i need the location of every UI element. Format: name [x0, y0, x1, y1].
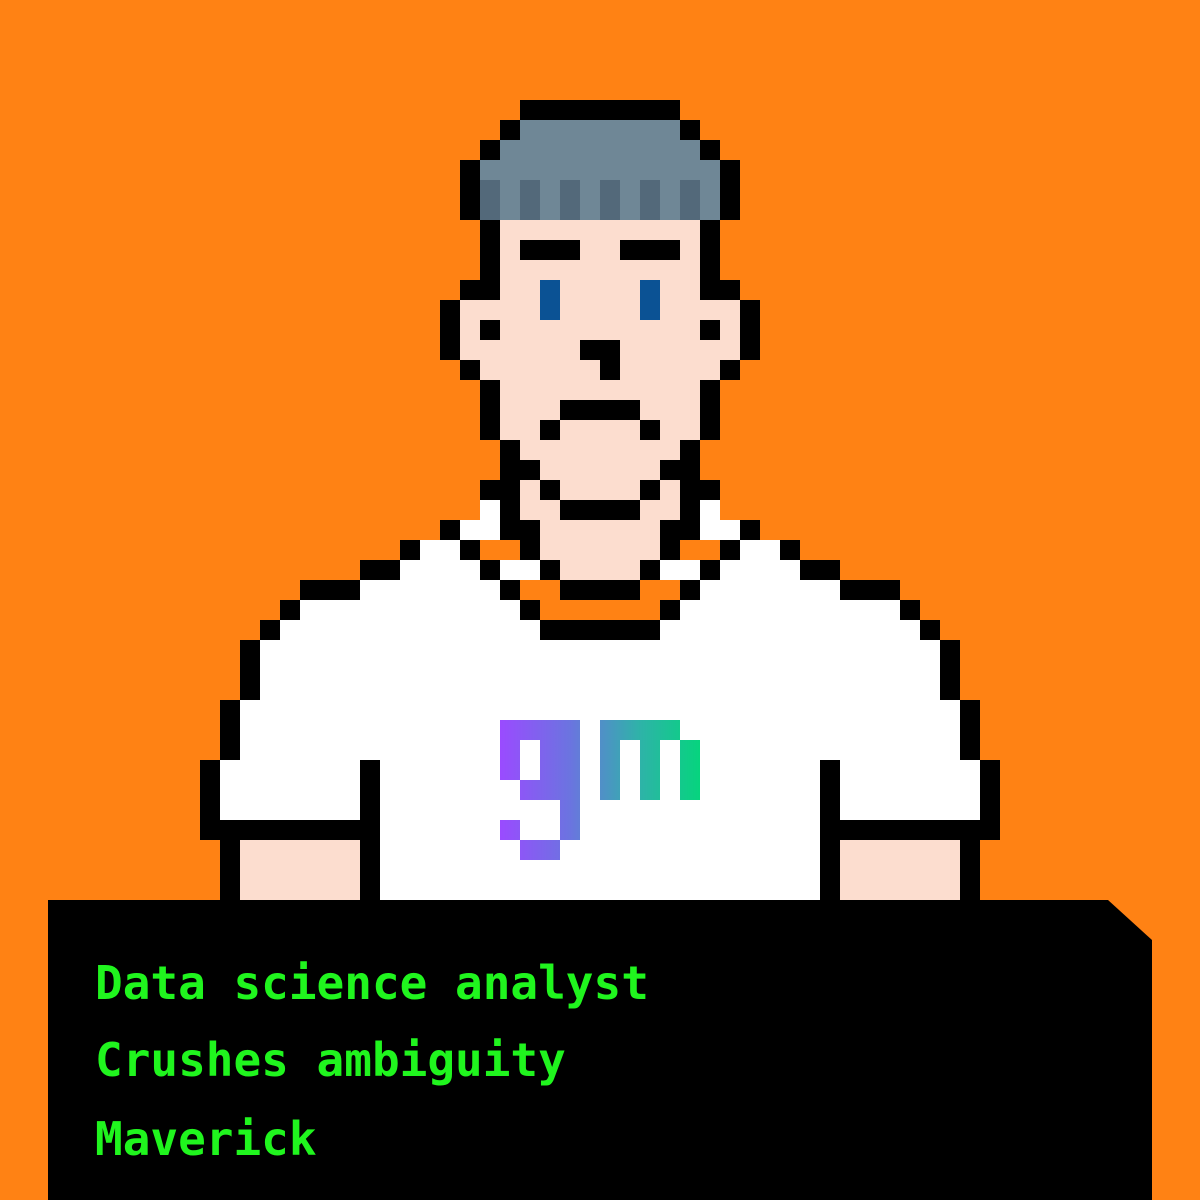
- gm-logo: [500, 720, 700, 860]
- beanie-hat: [480, 120, 720, 220]
- white-tshirt: [220, 500, 980, 900]
- info-panel: Data science analyst Crushes ambiguity M…: [48, 900, 1152, 1200]
- eyes: [540, 280, 660, 320]
- info-line-trait: Crushes ambiguity: [95, 1033, 566, 1087]
- info-line-role: Data science analyst: [95, 956, 649, 1010]
- skin: [240, 220, 960, 900]
- info-line-archetype: Maverick: [95, 1112, 317, 1166]
- character-illustration: [200, 100, 1000, 900]
